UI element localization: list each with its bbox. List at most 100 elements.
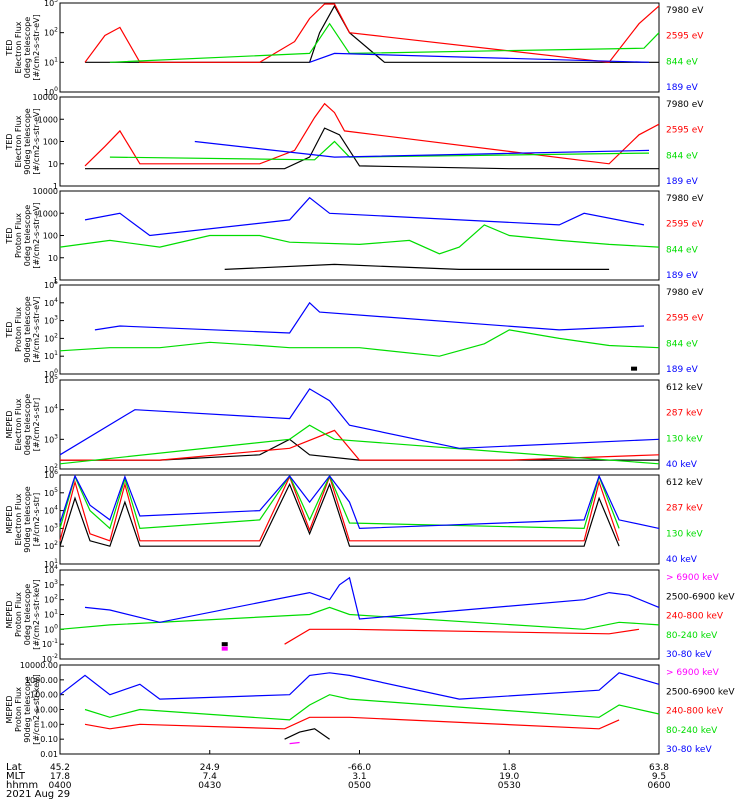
y-tick-label: 101	[44, 558, 58, 569]
y-tick-label: 0.10	[40, 735, 58, 744]
legend-entry: 189 eV	[666, 365, 699, 375]
panel-1: 100 101 102 103 TED Electron Flux 0deg telesco…	[5, 0, 704, 97]
y-tick-label: 104	[44, 564, 58, 575]
y-tick-label: 100.00	[30, 691, 58, 700]
y-axis-label: [#/cm2-s-str-eV]	[32, 202, 41, 268]
series-mark	[221, 642, 228, 647]
y-axis-label: 90deg telescope	[23, 486, 32, 553]
y-axis-label: TED	[5, 133, 14, 150]
panel-frame	[59, 2, 660, 93]
legend-entry: 844 eV	[666, 339, 699, 349]
y-tick-label: 103	[44, 0, 58, 8]
legend-entry: 240-800 keV	[666, 707, 724, 717]
y-axis-label: 90deg telescope	[23, 296, 32, 363]
y-tick-label: 101	[44, 56, 58, 67]
y-tick-label: 10000	[33, 187, 58, 196]
series-mark	[221, 646, 228, 651]
legend-entry: 287 keV	[666, 504, 703, 514]
series-line	[84, 694, 660, 721]
y-axis-label: TED	[5, 321, 14, 338]
x-tick-mlt: 7.4	[203, 772, 218, 782]
x-row-label-hhmm: hhmm	[6, 780, 38, 791]
legend-entry: 7980 eV	[666, 194, 704, 204]
legend-entry: 189 eV	[666, 271, 699, 281]
y-tick-label: 10.00	[35, 706, 58, 715]
legend-entry: 2595 eV	[666, 126, 704, 136]
series-line	[109, 22, 660, 63]
series-line	[59, 424, 660, 465]
legend-entry: 7980 eV	[666, 288, 704, 298]
series-line	[284, 628, 640, 645]
legend-entry: 7980 eV	[666, 100, 704, 110]
x-row-label-lat: Lat	[6, 762, 22, 773]
legend-entry: 2595 eV	[666, 220, 704, 230]
y-axis-label: MEPED	[5, 506, 14, 534]
y-axis-label: [#/cm2-s-str]	[32, 398, 41, 451]
panel-frame	[59, 569, 660, 660]
y-tick-label: 1000	[38, 209, 58, 218]
legend-entry: 240-800 keV	[666, 612, 724, 622]
series-line	[84, 196, 645, 237]
y-tick-label: 103	[44, 315, 58, 326]
legend-entry: 844 eV	[666, 57, 699, 67]
legend-entry: 80-240 keV	[666, 726, 718, 736]
y-axis-label: TED	[5, 39, 14, 56]
panel-frame	[59, 474, 660, 565]
x-tick-lat: 24.9	[200, 763, 220, 773]
series-line	[85, 127, 659, 170]
x-tick-mlt: 19.0	[499, 772, 519, 782]
x-tick-time: 0430	[198, 781, 221, 791]
y-axis-label: Proton Flux	[14, 592, 23, 637]
x-tick-time: 0500	[348, 781, 371, 791]
x-tick-mlt: 17.8	[50, 772, 70, 782]
y-axis-label: [#/cm2-s-str-eV]	[32, 14, 41, 80]
y-tick-label: 105	[44, 374, 58, 385]
series-line	[109, 140, 650, 161]
y-axis-label: MEPED	[5, 601, 14, 629]
y-tick-label: 100	[43, 232, 58, 241]
y-axis-label: TED	[5, 227, 14, 244]
legend-entry: 40 keV	[666, 460, 698, 470]
y-tick-label: 102	[44, 332, 58, 343]
y-axis-label: Electron Flux	[14, 21, 23, 73]
series-line	[60, 429, 660, 461]
panel-frame	[59, 284, 660, 375]
panel-5: 102 103 104 105 MEPED Electron Flux 0deg teles…	[5, 374, 703, 474]
y-tick-label: 104	[44, 297, 58, 308]
series-line	[94, 301, 645, 334]
x-date-label: 2021 Aug 29	[6, 789, 70, 800]
panel-frame	[59, 96, 660, 187]
y-tick-label: 1000	[38, 115, 58, 124]
y-tick-label: 0.01	[40, 750, 58, 759]
legend-entry: 612 keV	[666, 478, 703, 488]
x-tick-lat: 63.8	[649, 763, 669, 773]
legend-entry: 130 keV	[666, 529, 703, 539]
series-line	[59, 388, 660, 456]
x-row-label-mlt: MLT	[6, 771, 26, 782]
series-mark	[631, 366, 638, 371]
x-tick-time: 0400	[49, 781, 72, 791]
y-axis-label: [#/cm2-s-str-eV]	[32, 296, 41, 362]
y-tick-label: 10	[48, 160, 58, 169]
y-tick-label: 1.00	[40, 720, 58, 729]
y-tick-label: 100	[44, 86, 58, 97]
panel-7: 10-2 10-1 100 101 102 103 104 MEPED Proton Flux 0…	[5, 564, 735, 664]
y-tick-label: 103	[44, 522, 58, 533]
y-tick-label: 102	[44, 463, 58, 474]
legend-entry: > 6900 keV	[666, 668, 720, 678]
y-tick-label: 10-1	[42, 638, 58, 649]
y-tick-label: 100	[43, 138, 58, 147]
y-tick-label: 10000	[33, 93, 58, 102]
legend-entry: 189 eV	[666, 177, 699, 187]
y-tick-label: 102	[44, 540, 58, 551]
legend-entry: 40 keV	[666, 555, 698, 565]
panel-3: 1 10 100 1000 10000 TED Proton Flux 0deg telesc…	[5, 187, 704, 285]
legend-entry: 844 eV	[666, 245, 699, 255]
y-tick-label: 103	[44, 579, 58, 590]
y-tick-label: 105	[44, 279, 58, 290]
y-tick-label: 104	[44, 404, 58, 415]
series-line	[59, 329, 660, 357]
series-line	[59, 474, 620, 542]
